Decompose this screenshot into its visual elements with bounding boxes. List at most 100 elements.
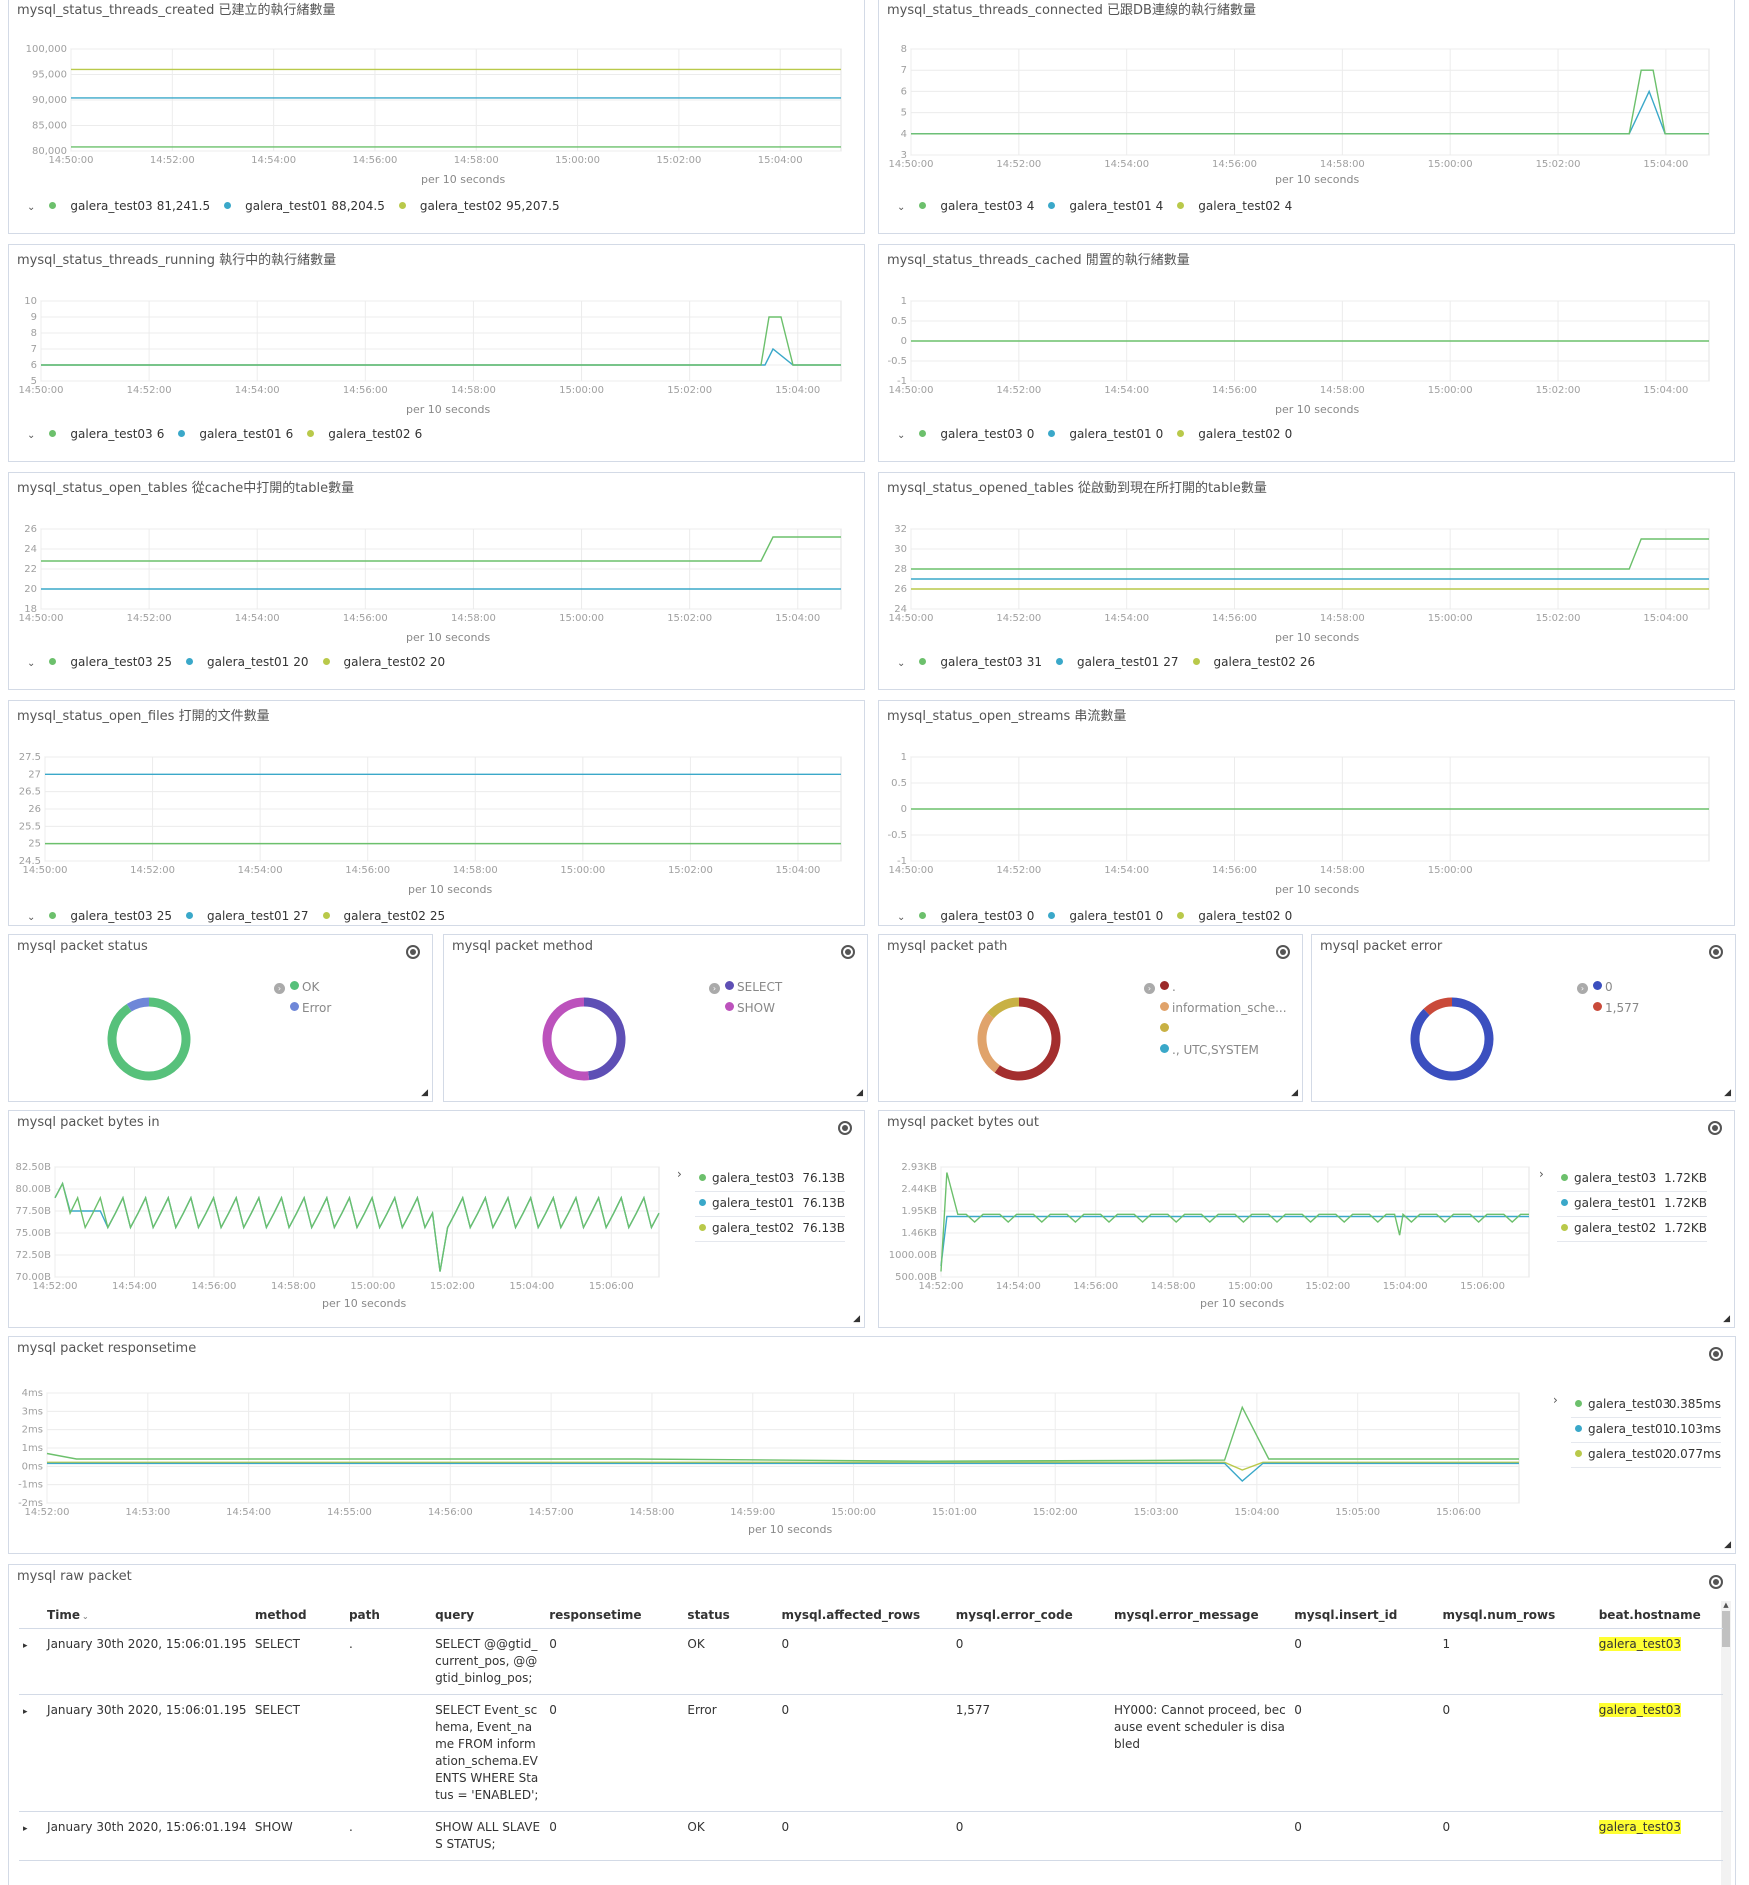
scroll-up-icon[interactable]: ▲ xyxy=(1723,1601,1729,1609)
gear-icon[interactable] xyxy=(1709,1347,1723,1361)
resize-handle-icon[interactable]: ◢ xyxy=(856,1088,863,1098)
legend-item[interactable]: galera_test01 76.13B xyxy=(695,1192,845,1217)
chevron-down-icon[interactable]: ⌄ xyxy=(897,430,906,441)
legend-item[interactable]: ., UTC,SYSTEM xyxy=(1144,1040,1287,1061)
resize-handle-icon[interactable]: ◢ xyxy=(421,1088,428,1098)
legend-item[interactable]: galera_test01 88,204.5 xyxy=(224,199,385,213)
col-header[interactable]: query xyxy=(431,1603,546,1629)
legend-item[interactable]: galera_test01 0 xyxy=(1048,909,1163,923)
legend-item[interactable]: galera_test02 0 xyxy=(1177,427,1292,441)
chevron-down-icon[interactable]: ⌄ xyxy=(27,430,36,441)
col-header[interactable]: mysql.error_message xyxy=(1110,1603,1291,1629)
legend-item[interactable]: › OK xyxy=(274,977,331,998)
legend-item[interactable]: galera_test03 31 xyxy=(919,655,1042,669)
gear-icon[interactable] xyxy=(838,1121,852,1135)
legend-item[interactable]: galera_test01 1.72KB xyxy=(1557,1192,1707,1217)
legend-item[interactable]: SHOW xyxy=(709,998,782,1019)
legend-item[interactable]: galera_test02 1.72KB xyxy=(1557,1217,1707,1242)
legend-item[interactable]: information_sche... xyxy=(1144,998,1287,1019)
legend-item[interactable]: galera_test03 4 xyxy=(919,199,1034,213)
sort-down-icon[interactable]: ⌄ xyxy=(81,1612,89,1621)
legend-item[interactable]: galera_test01 20 xyxy=(185,655,309,669)
table-row[interactable]: ▸ January 30th 2020, 15:06:01.194 SHOW. SHO… xyxy=(19,1811,1723,1861)
legend-item[interactable]: galera_test03 6 xyxy=(49,427,164,441)
legend-item[interactable]: galera_test03 0 xyxy=(919,909,1034,923)
gear-icon[interactable] xyxy=(1708,1121,1722,1135)
col-header[interactable]: responsetime xyxy=(545,1603,684,1629)
legend-item[interactable] xyxy=(1144,1019,1287,1040)
legend-item[interactable]: › 0 xyxy=(1577,977,1639,998)
chevron-down-icon[interactable]: ⌄ xyxy=(897,658,906,669)
resize-handle-icon[interactable]: ◢ xyxy=(1723,1314,1730,1324)
col-header[interactable]: beat.hostname xyxy=(1594,1603,1723,1629)
legend-item[interactable]: galera_test01 27 xyxy=(1055,655,1179,669)
resize-handle-icon[interactable]: ◢ xyxy=(1724,1540,1731,1550)
legend-item[interactable]: galera_test02 0 xyxy=(1177,909,1292,923)
legend-item[interactable]: galera_test03 25 xyxy=(49,909,172,923)
table-row[interactable]: ▸ January 30th 2020, 15:06:01.195 SELECT. S… xyxy=(19,1628,1723,1695)
legend-item[interactable]: galera_test03 81,241.5 xyxy=(49,199,210,213)
chevron-right-icon[interactable]: › xyxy=(1144,983,1155,994)
caret-right-icon[interactable]: ▸ xyxy=(23,1824,28,1834)
chevron-right-icon[interactable]: › xyxy=(709,983,720,994)
row-expander[interactable]: ▸ xyxy=(19,1811,44,1861)
col-header-label[interactable]: Time xyxy=(47,1608,80,1622)
legend-item[interactable]: galera_test03 0.385ms xyxy=(1571,1393,1721,1418)
col-header[interactable]: mysql.error_code xyxy=(951,1603,1111,1629)
chevron-right-icon[interactable]: › xyxy=(1577,983,1588,994)
chevron-right-icon[interactable]: › xyxy=(1539,1167,1544,1181)
gear-icon[interactable] xyxy=(1709,945,1723,959)
row-expander[interactable]: ▸ xyxy=(19,1694,44,1812)
chevron-down-icon[interactable]: ⌄ xyxy=(897,912,906,923)
row-expander[interactable]: ▸ xyxy=(19,1628,44,1695)
col-header[interactable]: mysql.num_rows xyxy=(1438,1603,1595,1629)
resize-handle-icon[interactable]: ◢ xyxy=(1724,1088,1731,1098)
legend-item[interactable]: galera_test03 76.13B xyxy=(695,1167,845,1192)
scrollbar[interactable]: ▲ xyxy=(1721,1601,1731,1885)
col-header[interactable]: mysql.insert_id xyxy=(1290,1603,1439,1629)
chevron-right-icon[interactable]: › xyxy=(677,1167,682,1181)
chevron-right-icon[interactable]: › xyxy=(1553,1393,1558,1407)
legend-item[interactable]: galera_test01 6 xyxy=(178,427,293,441)
caret-right-icon[interactable]: ▸ xyxy=(23,1707,28,1717)
legend-item[interactable]: galera_test01 4 xyxy=(1048,199,1163,213)
legend-item[interactable]: Error xyxy=(274,998,331,1019)
legend-item[interactable]: galera_test02 95,207.5 xyxy=(398,199,560,213)
legend-item[interactable]: galera_test01 0.103ms xyxy=(1571,1418,1721,1443)
col-header[interactable]: method xyxy=(250,1603,345,1629)
legend-item[interactable]: galera_test02 4 xyxy=(1177,199,1292,213)
legend-item[interactable]: galera_test03 25 xyxy=(49,655,172,669)
resize-handle-icon[interactable]: ◢ xyxy=(1291,1088,1298,1098)
legend-item[interactable]: galera_test02 26 xyxy=(1192,655,1315,669)
gear-icon[interactable] xyxy=(1276,945,1290,959)
legend-item[interactable]: galera_test02 25 xyxy=(322,909,445,923)
table-row[interactable]: ▸ January 30th 2020, 15:06:01.195 SELECT SE… xyxy=(19,1694,1723,1812)
legend-item[interactable]: galera_test03 0 xyxy=(919,427,1034,441)
legend-item[interactable]: galera_test02 0.077ms xyxy=(1571,1443,1721,1468)
gear-icon[interactable] xyxy=(406,945,420,959)
resize-handle-icon[interactable]: ◢ xyxy=(853,1314,860,1324)
legend-item[interactable]: galera_test01 27 xyxy=(185,909,309,923)
legend-item[interactable]: ›. xyxy=(1144,977,1287,998)
legend-item[interactable]: galera_test02 76.13B xyxy=(695,1217,845,1242)
legend-dot xyxy=(1177,430,1185,437)
chevron-down-icon[interactable]: ⌄ xyxy=(27,202,36,213)
legend-item[interactable]: 1,577 xyxy=(1577,998,1639,1019)
legend-item[interactable]: galera_test01 0 xyxy=(1048,427,1163,441)
chevron-down-icon[interactable]: ⌄ xyxy=(27,658,36,669)
gear-icon[interactable] xyxy=(1709,1575,1723,1589)
caret-right-icon[interactable]: ▸ xyxy=(23,1641,28,1651)
chevron-down-icon[interactable]: ⌄ xyxy=(27,912,36,923)
col-header[interactable]: path xyxy=(344,1603,432,1629)
chevron-down-icon[interactable]: ⌄ xyxy=(897,202,906,213)
scrollbar-thumb[interactable] xyxy=(1722,1611,1730,1647)
legend-item[interactable]: galera_test03 1.72KB xyxy=(1557,1167,1707,1192)
chevron-right-icon[interactable]: › xyxy=(274,983,285,994)
col-header[interactable]: status xyxy=(683,1603,778,1629)
legend-item[interactable]: › SELECT xyxy=(709,977,782,998)
gear-icon[interactable] xyxy=(841,945,855,959)
legend-item[interactable]: galera_test02 6 xyxy=(307,427,422,441)
legend-item[interactable]: galera_test02 20 xyxy=(322,655,445,669)
col-header[interactable]: Time ⌄ xyxy=(43,1603,251,1629)
col-header[interactable]: mysql.affected_rows xyxy=(777,1603,952,1629)
